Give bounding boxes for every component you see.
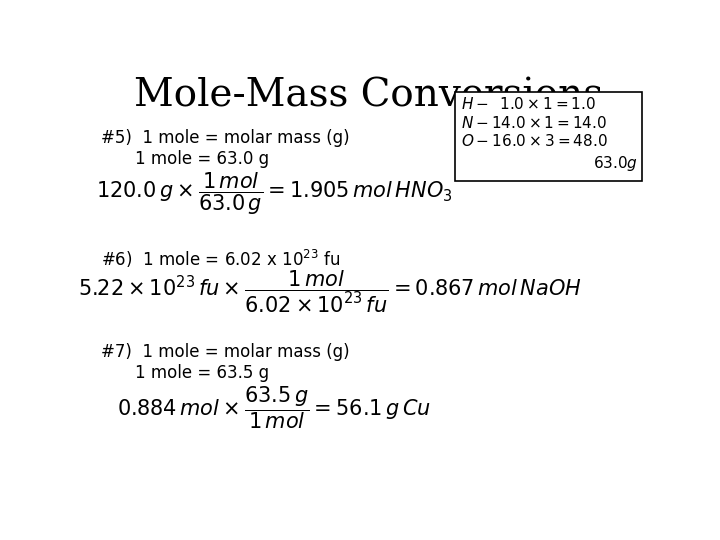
Text: #6)  1 mole = 6.02 x 10$^{23}$ fu: #6) 1 mole = 6.02 x 10$^{23}$ fu — [101, 248, 341, 270]
Text: $0.884\,mol\times\dfrac{63.5\,g}{1\,mol} = 56.1\,g\,Cu$: $0.884\,mol\times\dfrac{63.5\,g}{1\,mol}… — [117, 385, 431, 431]
Text: #5)  1 mole = molar mass (g): #5) 1 mole = molar mass (g) — [101, 129, 350, 147]
Text: $H -\;\;1.0\times1 = 1.0$: $H -\;\;1.0\times1 = 1.0$ — [461, 96, 596, 112]
Text: 1 mole = 63.5 g: 1 mole = 63.5 g — [135, 364, 269, 382]
Text: $O - 16.0\times3 = 48.0$: $O - 16.0\times3 = 48.0$ — [461, 133, 608, 150]
Text: $63.0g$: $63.0g$ — [593, 154, 638, 173]
FancyBboxPatch shape — [456, 92, 642, 181]
Text: $N - 14.0\times1 = 14.0$: $N - 14.0\times1 = 14.0$ — [461, 114, 607, 131]
Text: $5.22\times10^{23}\,fu\times\dfrac{1\,mol}{6.02\times10^{23}\,fu} = 0.867\,mol\,: $5.22\times10^{23}\,fu\times\dfrac{1\,mo… — [78, 268, 582, 315]
Text: Mole-Mass Conversions: Mole-Mass Conversions — [135, 77, 603, 114]
Text: 1 mole = 63.0 g: 1 mole = 63.0 g — [135, 150, 269, 168]
Text: #7)  1 mole = molar mass (g): #7) 1 mole = molar mass (g) — [101, 343, 350, 361]
Text: $120.0\,g\times\dfrac{1\,mol}{63.0\,g} = 1.905\,mol\,HNO_3$: $120.0\,g\times\dfrac{1\,mol}{63.0\,g} =… — [96, 171, 452, 217]
